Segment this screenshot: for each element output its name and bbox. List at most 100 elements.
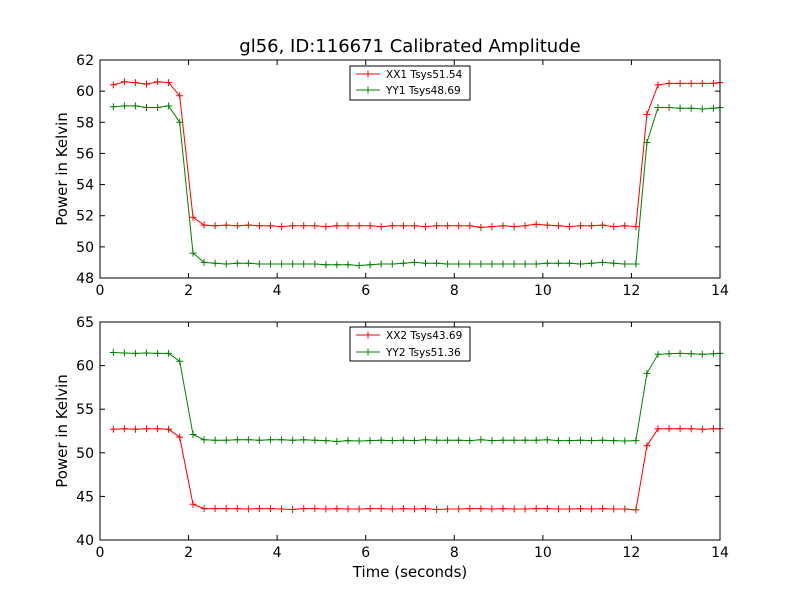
- bottom-chart-data-point: [632, 506, 640, 514]
- top-chart-data-point: [455, 260, 463, 268]
- top-chart-data-point: [344, 261, 352, 269]
- bottom-chart-data-point: [499, 436, 507, 444]
- top-chart-legend-box: [349, 65, 471, 101]
- top-chart-data-point: [222, 260, 230, 268]
- bottom-chart-data-point: [654, 350, 662, 358]
- bottom-chart-data-point: [588, 437, 596, 445]
- top-chart-data-point: [499, 222, 507, 230]
- bottom-chart-xtick-label: 2: [184, 545, 193, 561]
- top-chart-data-point: [222, 221, 230, 229]
- top-chart-data-point: [632, 223, 640, 231]
- bottom-chart-data-point: [643, 442, 651, 450]
- bottom-chart-ylabel: Power in Kelvin: [53, 374, 71, 488]
- bottom-chart-data-point: [165, 349, 173, 357]
- top-chart-data-point: [344, 222, 352, 230]
- top-chart-data-point: [444, 222, 452, 230]
- top-chart-data-point: [120, 102, 128, 110]
- bottom-chart-data-point: [466, 437, 474, 445]
- bottom-chart-data-point: [267, 505, 274, 513]
- bottom-chart-data-point: [488, 437, 496, 445]
- top-chart-data-point: [244, 221, 252, 229]
- bottom-chart-data-point: [510, 436, 518, 444]
- bottom-chart-data-point: [233, 436, 241, 444]
- top-chart-data-point: [687, 79, 695, 87]
- bottom-chart-data-point: [709, 350, 717, 358]
- bottom-chart-data-point: [154, 349, 162, 357]
- top-chart-data-point: [244, 259, 252, 267]
- bottom-chart-ytick-label: 50: [76, 446, 94, 462]
- top-chart-data-point: [588, 259, 596, 267]
- bottom-chart-data-point: [388, 437, 396, 445]
- bottom-chart-data-point: [289, 436, 297, 444]
- bottom-chart-data-point: [410, 437, 418, 445]
- bottom-chart-data-point: [211, 505, 219, 513]
- bottom-chart-data-point: [120, 425, 128, 433]
- top-chart-data-point: [355, 222, 363, 230]
- top-chart-data-point: [399, 222, 407, 230]
- bottom-chart-data-point: [278, 505, 286, 513]
- bottom-chart-data-point: [399, 436, 407, 444]
- top-chart-data-point: [455, 222, 463, 230]
- top-chart-data-point: [333, 222, 341, 230]
- bottom-chart-xtick-label: 6: [361, 545, 370, 561]
- top-chart-data-point: [588, 222, 596, 230]
- bottom-chart-data-point: [665, 350, 673, 358]
- top-chart-data-point: [510, 260, 518, 268]
- top-chart-data-point: [422, 259, 429, 267]
- bottom-chart-data-point: [222, 436, 230, 444]
- top-chart-title: gl56, ID:116671 Calibrated Amplitude: [239, 36, 580, 57]
- bottom-chart-data-point: [344, 437, 352, 445]
- top-chart-data-point: [577, 222, 584, 230]
- top-chart-data-point: [200, 258, 208, 266]
- bottom-chart-data-point: [143, 349, 150, 357]
- top-chart-ytick-label: 54: [76, 178, 94, 194]
- top-chart-data-point: [300, 260, 308, 268]
- bottom-chart-data-point: [654, 425, 662, 433]
- top-chart-data-point: [665, 104, 673, 111]
- bottom-chart-data-point: [109, 349, 117, 356]
- top-chart-data-point: [621, 260, 629, 268]
- top-chart-data-point: [233, 222, 241, 230]
- bottom-chart-data-point: [577, 505, 584, 513]
- top-chart-data-point: [532, 260, 540, 268]
- top-chart-data-point: [466, 222, 474, 230]
- bottom-chart-data-point: [422, 505, 429, 513]
- top-chart-data-point: [521, 260, 529, 268]
- bottom-chart-data-point: [488, 505, 496, 513]
- top-chart-data-point: [510, 223, 518, 231]
- bottom-chart-data-point: [267, 436, 274, 444]
- top-chart-data-point: [120, 78, 128, 86]
- top-chart-ylabel: Power in Kelvin: [53, 112, 71, 226]
- bottom-chart-data-point: [355, 505, 363, 513]
- legend-label-yy1: YY1 Tsys48.69: [385, 85, 461, 97]
- bottom-chart-data-point: [289, 506, 297, 513]
- bottom-chart-data-point: [499, 505, 507, 513]
- legend-marker-xx2: [364, 331, 372, 339]
- top-chart-data-point: [543, 221, 551, 229]
- bottom-chart-data-point: [300, 436, 308, 444]
- top-chart-data-point: [366, 222, 374, 230]
- top-chart-data-point: [410, 222, 418, 230]
- top-chart-series: [109, 78, 724, 269]
- bottom-chart-data-point: [143, 425, 150, 433]
- bottom-chart-xtick-label: 0: [96, 545, 105, 561]
- top-chart: gl56, ID:116671 Calibrated Amplitude 0 2 4…: [53, 36, 729, 299]
- bottom-chart-series: [109, 349, 724, 514]
- top-chart-data-point: [289, 222, 297, 230]
- top-chart-data-point: [676, 79, 684, 87]
- top-chart-data-point: [366, 261, 374, 269]
- bottom-chart-data-point: [610, 505, 618, 513]
- bottom-chart-legend-box: [349, 326, 471, 362]
- bottom-chart-ytick-label: 45: [76, 489, 94, 505]
- top-chart-data-point: [433, 222, 441, 230]
- top-chart-data-point: [154, 78, 162, 86]
- bottom-chart-data-point: [554, 437, 562, 445]
- top-chart-data-point: [355, 262, 363, 269]
- top-chart-xtick-label: 6: [361, 283, 370, 299]
- bottom-chart-ticks: 0 2 4 6 8 10 12 14 40 45 50 55 60 65: [76, 315, 729, 561]
- top-chart-data-point: [143, 80, 150, 88]
- top-chart-data-point: [709, 104, 717, 112]
- top-chart-data-point: [610, 223, 618, 231]
- bottom-chart-data-point: [233, 505, 241, 513]
